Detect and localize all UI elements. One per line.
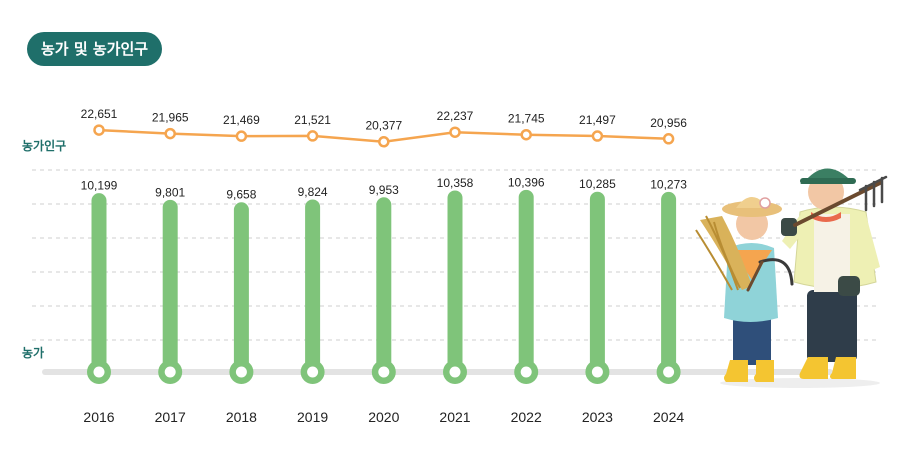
line-data-label: 22,651: [81, 107, 118, 121]
bar-data-label: 9,658: [226, 188, 256, 202]
bar-base-hole: [307, 366, 319, 378]
line-point: [235, 130, 248, 142]
bar-data-label: 10,396: [508, 175, 545, 189]
bar-base-hole: [235, 366, 247, 378]
x-tick-label: 2024: [653, 409, 684, 425]
line-point: [449, 126, 461, 138]
line-point: [662, 133, 675, 145]
line-data-label: 20,377: [365, 119, 402, 133]
line-data-label: 21,521: [294, 113, 331, 127]
line-point: [93, 124, 105, 136]
bar-base-hole: [520, 366, 532, 378]
bar-base-hole: [663, 366, 675, 378]
line-data-label: 20,956: [650, 116, 687, 130]
bar-base-hole: [378, 366, 390, 378]
bar-data-label: 10,199: [81, 179, 118, 193]
bar-data-label: 9,801: [155, 185, 185, 199]
line-point: [591, 130, 604, 142]
line-point: [378, 135, 390, 148]
line-point: [164, 127, 176, 140]
x-tick-label: 2017: [155, 409, 186, 425]
chart-title: 농가 및 농가인구: [27, 32, 163, 66]
bar-data-label: 10,285: [579, 177, 616, 191]
x-tick-label: 2023: [582, 409, 613, 425]
x-tick-label: 2018: [226, 409, 257, 425]
bar-base-hole: [591, 366, 603, 378]
line-data-label: 22,237: [437, 109, 474, 123]
line-data-label: 21,965: [152, 111, 189, 125]
x-tick-label: 2022: [511, 409, 542, 425]
series-label-population: 농가인구: [22, 138, 66, 153]
bar-data-label: 9,824: [298, 185, 328, 199]
x-tick-label: 2019: [297, 409, 328, 425]
bar-data-label: 10,273: [650, 177, 687, 191]
farmers-illustration: [695, 168, 888, 388]
bar-base-hole: [449, 366, 461, 378]
line-data-label: 21,497: [579, 113, 616, 127]
bar-base-hole: [164, 366, 176, 378]
line-data-label: 21,745: [508, 112, 545, 126]
line-point: [520, 128, 532, 141]
line-point: [306, 130, 319, 142]
series-label-households: 농가: [22, 345, 44, 360]
line-data-label: 21,469: [223, 113, 260, 127]
x-tick-label: 2016: [83, 409, 114, 425]
bar-data-label: 9,953: [369, 183, 399, 197]
bar-data-label: 10,358: [437, 176, 474, 190]
x-tick-label: 2020: [368, 409, 399, 425]
x-tick-label: 2021: [439, 409, 470, 425]
bar-base-hole: [93, 366, 105, 378]
